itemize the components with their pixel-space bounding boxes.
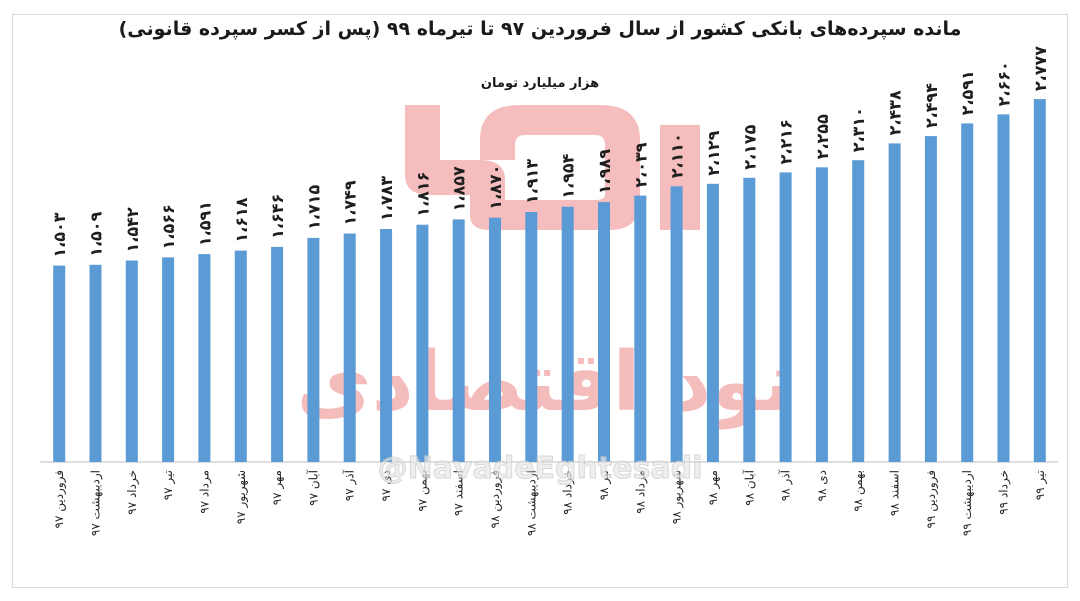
x-tick-label: اردیبهشت ۹۸ [524, 470, 539, 536]
watermark-logo-icon [370, 105, 700, 230]
bar [125, 260, 138, 462]
data-label: ۱،۹۸۹ [595, 149, 614, 194]
data-label: ۱،۷۴۹ [341, 180, 360, 225]
bar [1033, 99, 1046, 462]
x-tick-label: تیر ۹۸ [597, 470, 612, 500]
x-tick-label: مهر ۹۸ [706, 470, 721, 505]
bar [452, 219, 465, 462]
bar [561, 206, 574, 462]
data-label: ۲،۱۷۵ [740, 124, 759, 169]
data-label: ۱،۷۸۳ [377, 176, 396, 221]
data-label: ۲،۶۶۰ [995, 61, 1014, 106]
bar [779, 172, 792, 462]
data-label: ۲،۲۵۵ [813, 114, 832, 159]
data-label: ۱،۵۴۲ [123, 207, 142, 252]
x-tick-label: فروردین ۹۷ [52, 470, 67, 528]
bar [961, 123, 974, 463]
x-tick-label: دی ۹۷ [379, 470, 393, 501]
x-tick-label: اسفند ۹۸ [888, 470, 902, 516]
chart-subtitle: هزار میلیارد تومان [480, 76, 600, 91]
bar [598, 202, 610, 462]
bar [234, 250, 247, 462]
bar [380, 229, 393, 462]
x-tick-label: خرداد ۹۸ [561, 470, 576, 515]
data-label: ۲،۲۱۶ [777, 119, 796, 164]
data-label: ۱،۸۵۷ [450, 166, 469, 211]
bar [852, 160, 865, 462]
x-tick-label: فروردین ۹۸ [488, 470, 503, 528]
x-tick-label: خرداد ۹۹ [997, 470, 1012, 515]
bar [706, 183, 719, 463]
x-tick-label: آذر ۹۸ [778, 469, 794, 501]
bar [343, 233, 356, 462]
data-label: ۲،۳۱۰ [849, 107, 868, 152]
x-tick-label: شهریور ۹۷ [234, 470, 249, 524]
x-tick-label: فروردین ۹۹ [924, 470, 939, 528]
data-label: ۱،۶۱۸ [232, 197, 251, 242]
bars [53, 99, 1046, 463]
watermark-handle: @NavadeEghtesadi [378, 451, 703, 486]
bar [198, 254, 211, 462]
data-label: ۱،۹۱۳ [522, 159, 541, 204]
x-tick-label: آذر ۹۷ [342, 469, 358, 501]
data-label: ۱،۸۱۶ [413, 172, 432, 217]
x-tick-label: اسفند ۹۷ [452, 470, 466, 516]
bar [670, 186, 683, 463]
watermark-brand: نود اقتصادی [297, 335, 794, 430]
x-tick-label: بهمن ۹۸ [851, 470, 866, 512]
bar [924, 136, 937, 462]
bar [89, 264, 102, 462]
category-labels: فروردین ۹۷ اردیبهشت ۹۷ خرداد ۹۷ تیر ۹۷ مرداد… [52, 469, 1048, 536]
x-tick-label: خرداد ۹۷ [125, 470, 140, 515]
x-tick-label: اردیبهشت ۹۷ [89, 470, 104, 536]
bar [525, 212, 538, 462]
data-label: ۱،۵۶۶ [159, 204, 178, 249]
bar [162, 257, 175, 462]
data-label: ۱،۹۵۴ [559, 153, 578, 198]
data-label: ۱،۶۴۶ [268, 194, 287, 239]
data-label: ۲،۱۱۰ [668, 133, 687, 178]
x-tick-label: شهریور ۹۸ [670, 470, 685, 524]
bar [997, 114, 1010, 463]
x-tick-label: اردیبهشت ۹۹ [960, 470, 975, 536]
data-label: ۱،۵۰۹ [87, 211, 106, 256]
x-tick-label: تیر ۹۹ [1033, 470, 1048, 500]
x-tick-label: آبان ۹۸ [741, 469, 756, 506]
data-label: ۱،۵۰۳ [50, 212, 69, 257]
bar [743, 177, 756, 463]
bar [271, 246, 284, 462]
chart-title: مانده سپرده‌های بانکی کشور از سال فروردی… [118, 18, 962, 40]
x-tick-label: مهر ۹۷ [270, 470, 285, 505]
x-tick-label: مرداد ۹۷ [197, 470, 212, 514]
data-label: ۱،۵۹۱ [195, 201, 214, 246]
bar [489, 217, 501, 462]
data-label: ۱،۸۷۰ [486, 165, 505, 210]
bar [307, 237, 320, 462]
data-label: ۲،۵۹۱ [958, 70, 977, 115]
x-tick-label: تیر ۹۷ [161, 470, 176, 500]
data-label: ۲،۱۲۹ [704, 130, 723, 175]
data-label: ۲،۴۳۸ [886, 90, 905, 135]
x-tick-label: آبان ۹۷ [305, 469, 320, 506]
x-tick-label: مرداد ۹۸ [633, 470, 648, 514]
bar [815, 167, 828, 463]
data-label: ۲،۰۳۹ [631, 142, 650, 187]
bar [416, 224, 429, 462]
x-tick-label: دی ۹۸ [815, 470, 829, 501]
value-labels: ۱،۵۰۳ ۱،۵۰۹ ۱،۵۴۲ ۱،۵۶۶ ۱،۵۹۱ ۱،۶۱۸ ۱،۶۴۶ ۱،۷۱۵… [50, 46, 1050, 258]
data-label: ۲،۴۹۴ [922, 83, 941, 128]
bar [53, 265, 66, 462]
x-tick-label: بهمن ۹۷ [415, 470, 430, 512]
bar [634, 195, 647, 462]
data-label: ۱،۷۱۵ [304, 185, 323, 230]
data-label: ۲،۷۷۷ [1031, 46, 1050, 91]
bar [888, 143, 901, 462]
